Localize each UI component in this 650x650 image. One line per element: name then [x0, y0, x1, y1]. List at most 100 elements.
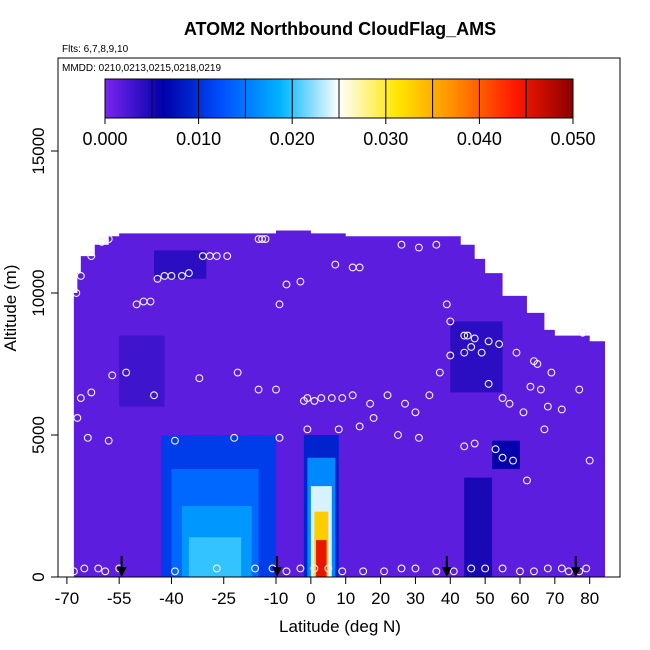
- sample-point: [411, 564, 420, 573]
- sample-point: [338, 567, 347, 576]
- sample-point: [108, 371, 117, 380]
- sample-point: [397, 564, 406, 573]
- sample-point: [460, 331, 469, 340]
- sample-point: [97, 237, 106, 246]
- sample-point: [282, 567, 291, 576]
- sample-point: [251, 564, 260, 573]
- x-axis-label: Latitude (deg N): [279, 617, 401, 636]
- sample-point: [355, 422, 364, 431]
- sample-point: [303, 425, 312, 434]
- sample-point: [94, 564, 103, 573]
- sample-point: [69, 567, 78, 576]
- x-tick-label: 50: [476, 589, 495, 608]
- sample-point: [275, 433, 284, 442]
- sample-point: [463, 331, 472, 340]
- colorbar-tick-label: 0.030: [363, 129, 408, 149]
- sample-point: [484, 379, 493, 388]
- sample-point: [334, 425, 343, 434]
- sample-point: [310, 396, 319, 405]
- plot-frame: [57, 57, 621, 578]
- x-tick-label: -25: [211, 589, 236, 608]
- sample-point: [212, 564, 221, 573]
- x-tick-label: 70: [545, 589, 564, 608]
- sample-point: [230, 433, 239, 442]
- sample-point: [296, 564, 305, 573]
- sample-point: [467, 343, 476, 351]
- sample-point: [303, 394, 312, 403]
- sample-point: [104, 436, 113, 445]
- sample-point: [317, 394, 326, 403]
- sample-point: [380, 567, 389, 576]
- sample-point: [543, 402, 552, 411]
- heatmap-cell: [188, 537, 242, 577]
- colorbar-tick-label: 0.050: [550, 129, 595, 149]
- sample-point: [449, 567, 458, 576]
- sample-point: [177, 272, 186, 280]
- sample-point: [83, 433, 92, 442]
- sample-point: [498, 564, 507, 573]
- sample-point: [547, 368, 556, 377]
- sample-point: [526, 382, 535, 391]
- sample-point: [359, 567, 368, 576]
- sample-point: [132, 300, 141, 309]
- sample-point: [275, 300, 284, 309]
- sample-point: [477, 348, 486, 357]
- sample-point: [585, 456, 594, 465]
- flight-marker-arrow: [116, 556, 127, 577]
- colorbar-tick-label: 0.020: [270, 129, 315, 149]
- sample-point: [481, 564, 490, 573]
- x-tick-label: 40: [441, 589, 460, 608]
- sample-point: [543, 564, 552, 573]
- sample-point: [383, 391, 392, 400]
- sample-point: [509, 456, 517, 465]
- sample-point: [150, 391, 158, 400]
- sample-point: [212, 252, 221, 261]
- sample-point: [470, 334, 479, 343]
- sample-point: [498, 394, 507, 403]
- sample-point: [296, 277, 305, 286]
- sample-point: [348, 391, 357, 400]
- sample-point: [425, 391, 434, 400]
- sample-point: [540, 425, 549, 434]
- sample-point: [495, 340, 504, 349]
- flights-note: Flts: 6,7,8,9,10: [62, 44, 129, 55]
- y-tick-label: 15000: [29, 127, 48, 174]
- sample-point: [261, 235, 270, 243]
- x-tick-label: 20: [371, 589, 390, 608]
- sample-point: [491, 445, 500, 454]
- y-tick-label: 5000: [29, 416, 48, 454]
- sample-point: [76, 272, 85, 280]
- sample-point: [331, 260, 340, 269]
- y-axis-label: Altitude (m): [1, 265, 20, 352]
- sample-point: [272, 385, 280, 394]
- sample-point: [529, 567, 538, 576]
- sample-point: [233, 368, 242, 377]
- sample-point: [401, 399, 409, 408]
- sample-point: [467, 564, 476, 573]
- sample-point: [104, 235, 113, 243]
- x-tick-label: 60: [511, 589, 530, 608]
- y-tick-label: 0: [29, 572, 48, 581]
- sample-point: [327, 394, 336, 403]
- flight-marker-arrow: [272, 556, 283, 577]
- sample-point: [184, 269, 193, 278]
- sample-point: [519, 408, 528, 417]
- sample-point: [582, 564, 591, 573]
- sample-point: [505, 399, 514, 408]
- sample-point: [101, 567, 110, 576]
- sample-point: [153, 274, 162, 283]
- x-tick-label: 0: [306, 589, 315, 608]
- sample-point: [411, 408, 420, 417]
- heatmap-cell: [464, 477, 493, 577]
- colorbar-tick-label: 0.010: [176, 129, 221, 149]
- sample-point: [536, 385, 545, 394]
- sample-point: [470, 439, 479, 448]
- sample-point: [282, 280, 291, 289]
- flight-marker-arrow: [570, 556, 581, 577]
- sample-point: [73, 414, 82, 422]
- y-tick-label: 10000: [29, 269, 48, 316]
- heatmap-cell: [450, 321, 503, 393]
- sample-point: [557, 564, 566, 573]
- sample-point: [498, 453, 507, 462]
- flight-marker-arrow: [441, 556, 452, 577]
